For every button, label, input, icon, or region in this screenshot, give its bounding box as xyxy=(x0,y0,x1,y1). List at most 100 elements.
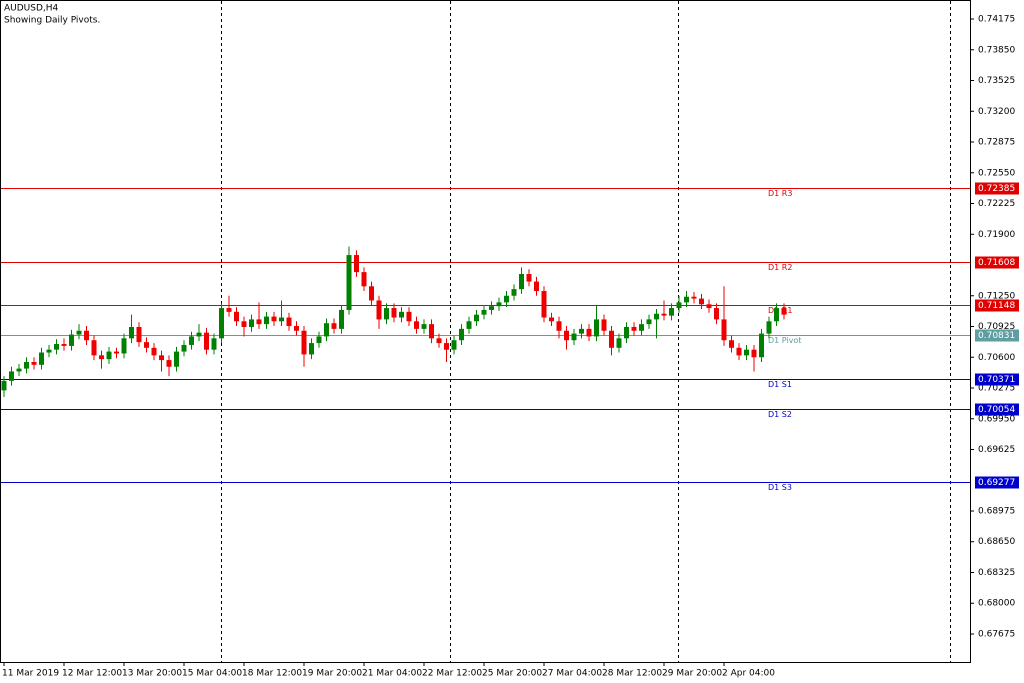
candle-body xyxy=(774,308,779,322)
candle-body xyxy=(534,281,539,292)
price-tag xyxy=(975,476,1019,489)
candle-body xyxy=(151,347,157,356)
candle-body xyxy=(616,338,622,348)
x-tick-label: 29 Mar 20:00 xyxy=(662,669,722,679)
y-tick-label: 0.67675 xyxy=(978,629,1015,639)
plot-frame xyxy=(0,0,971,663)
x-tick-label: 18 Mar 12:00 xyxy=(242,669,302,679)
candle-body xyxy=(669,308,674,316)
candle-body xyxy=(361,272,367,287)
price-tag xyxy=(975,182,1019,195)
candle-body xyxy=(181,344,187,352)
candle-body xyxy=(346,255,352,310)
y-tick-label: 0.72550 xyxy=(978,168,1015,178)
y-tick-label: 0.73200 xyxy=(978,107,1015,117)
x-tick-label: 27 Mar 04:00 xyxy=(542,669,602,679)
candle-body xyxy=(31,361,37,365)
candle-body xyxy=(571,333,577,341)
candle-body xyxy=(586,328,592,337)
candle-body xyxy=(189,336,194,345)
candle-body xyxy=(624,326,629,339)
candle-body xyxy=(639,324,644,331)
candle-body xyxy=(691,296,697,299)
candle-body xyxy=(339,309,344,329)
pivot-label: D1 S3 xyxy=(768,483,792,492)
y-tick-label: 0.68325 xyxy=(978,568,1015,578)
x-tick-label: 21 Mar 04:00 xyxy=(362,669,422,679)
candle-body xyxy=(354,255,359,273)
candle-body xyxy=(61,344,67,346)
y-tick-label: 0.68650 xyxy=(978,537,1015,547)
y-tick-label: 0.70600 xyxy=(978,353,1015,363)
candle-body xyxy=(309,343,314,355)
candle-body xyxy=(481,309,487,315)
candle-body xyxy=(196,332,202,337)
price-tag-label: 0.71608 xyxy=(978,258,1015,268)
candle-body xyxy=(766,321,772,334)
candle-body xyxy=(219,308,224,339)
candle-body xyxy=(729,340,734,348)
candle-body xyxy=(421,324,427,329)
x-tick-label: 19 Mar 20:00 xyxy=(302,669,362,679)
price-tag-label: 0.70054 xyxy=(978,405,1015,415)
candle-body xyxy=(721,319,727,341)
candle-body xyxy=(736,347,742,356)
candle-body xyxy=(166,360,172,367)
candle-body xyxy=(84,330,89,341)
candle-body xyxy=(399,311,404,318)
candle-body xyxy=(646,319,652,325)
candle-body xyxy=(601,319,607,331)
x-tick-label: 28 Mar 12:00 xyxy=(602,669,662,679)
candle-body xyxy=(511,289,517,296)
candle-body xyxy=(91,340,97,356)
y-tick-label: 0.68000 xyxy=(978,599,1015,609)
candle-body xyxy=(384,308,389,320)
pivot-label: D1 R1 xyxy=(768,306,792,315)
y-tick-label: 0.69625 xyxy=(978,445,1015,455)
price-tag xyxy=(975,329,1019,342)
candle-body xyxy=(489,306,494,310)
candle-body xyxy=(654,313,659,320)
candle-body xyxy=(541,291,547,318)
candle-body xyxy=(136,326,142,343)
candle-body xyxy=(391,308,397,318)
candle-body xyxy=(414,321,419,329)
chart-subtitle: Showing Daily Pivots. xyxy=(4,16,100,26)
candle-body xyxy=(99,355,104,360)
candle-body xyxy=(46,349,52,353)
candle-body xyxy=(459,328,464,341)
candle-body xyxy=(271,316,277,322)
price-tag xyxy=(975,373,1019,386)
candle-body xyxy=(211,338,217,350)
candle-body xyxy=(744,349,749,356)
candle-body xyxy=(159,355,164,361)
candle-body xyxy=(279,317,284,322)
candle-body xyxy=(496,302,502,307)
candle-body xyxy=(436,338,442,344)
candle-body xyxy=(376,300,382,320)
candle-body xyxy=(114,351,119,354)
candle-body xyxy=(759,333,764,358)
x-tick-label: 15 Mar 04:00 xyxy=(182,669,242,679)
candle-body xyxy=(406,311,412,322)
y-tick-label: 0.70925 xyxy=(978,322,1015,332)
candle-body xyxy=(76,330,82,335)
x-tick-label: 22 Mar 12:00 xyxy=(422,669,482,679)
price-tag-label: 0.70371 xyxy=(978,375,1015,385)
x-tick-label: 25 Mar 20:00 xyxy=(482,669,542,679)
candle-body xyxy=(609,330,614,348)
candle-body xyxy=(324,323,329,337)
candle-body xyxy=(564,330,569,341)
candle-body xyxy=(204,332,209,350)
pivot-label: D1 Pivot xyxy=(768,336,801,345)
candle-body xyxy=(129,326,134,339)
candle-body xyxy=(144,342,149,348)
candle-body xyxy=(594,319,599,337)
candle-body xyxy=(226,308,232,312)
y-tick-label: 0.68975 xyxy=(978,506,1015,516)
price-tag xyxy=(975,403,1019,416)
candle-body xyxy=(331,323,337,329)
candle-body xyxy=(444,343,449,350)
